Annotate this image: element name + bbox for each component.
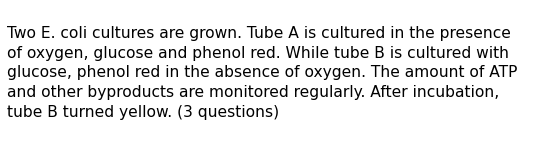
- Text: Two E. coli cultures are grown. Tube A is cultured in the presence
of oxygen, gl: Two E. coli cultures are grown. Tube A i…: [7, 26, 517, 120]
